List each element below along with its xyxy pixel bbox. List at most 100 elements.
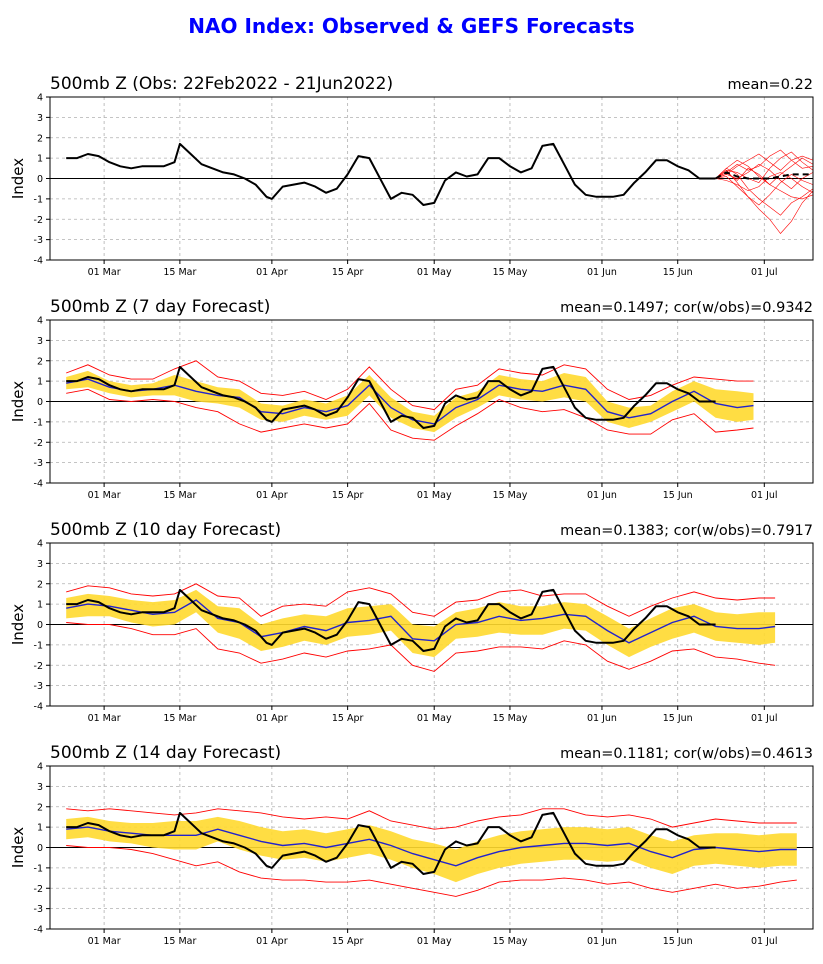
x-tick-label: 15 May [493, 936, 528, 947]
x-tick-label: 01 Apr [256, 713, 288, 724]
y-tick-label: 2 [37, 802, 43, 813]
ensemble-spread-band [66, 589, 776, 658]
x-tick-label: 01 Apr [256, 936, 288, 947]
y-tick-label: -4 [34, 479, 43, 490]
x-tick-label: 15 May [493, 490, 528, 501]
panel-14-day-forecast: 500mb Z (14 day Forecast) mean=0.1181; co… [9, 743, 814, 947]
ensemble-member-line [715, 163, 814, 190]
panel-title: 500mb Z (14 day Forecast) [50, 743, 281, 763]
y-tick-label: 1 [37, 600, 43, 611]
panel-stats: mean=0.1497; cor(w/obs)=0.9342 [560, 300, 813, 316]
y-tick-label: 4 [37, 539, 43, 550]
x-tick-label: 15 Jun [663, 490, 693, 501]
x-tick-label: 15 Apr [332, 936, 364, 947]
x-tick-label: 01 May [417, 936, 452, 947]
x-tick-label: 15 May [493, 713, 528, 724]
y-tick-label: 1 [37, 154, 43, 165]
ensemble-min-line [66, 845, 797, 897]
observed-line [66, 811, 716, 875]
observed-line [66, 588, 716, 652]
x-tick-label: 01 Apr [256, 267, 288, 278]
x-tick-label: 15 Jun [663, 267, 693, 278]
y-tick-label: 4 [37, 316, 43, 327]
figure-title: NAO Index: Observed & GEFS Forecasts [188, 14, 635, 38]
x-tick-label: 01 May [417, 267, 452, 278]
y-tick-label: 2 [37, 579, 43, 590]
y-axis-label: Index [9, 381, 27, 422]
ensemble-max-line [66, 583, 776, 617]
x-tick-label: 01 Jun [587, 490, 617, 501]
y-tick-label: -4 [34, 702, 43, 713]
x-tick-label: 15 Apr [332, 267, 364, 278]
y-tick-label: -2 [34, 661, 43, 672]
y-tick-label: 3 [37, 113, 43, 124]
plot-frame [49, 96, 814, 261]
x-tick-label: 15 May [493, 267, 528, 278]
x-tick-label: 01 May [417, 713, 452, 724]
ensemble-member-line [715, 172, 814, 194]
panel-title: 500mb Z (Obs: 22Feb2022 - 21Jun2022) [50, 74, 393, 94]
x-tick-label: 01 Jul [751, 267, 778, 278]
y-tick-label: -3 [34, 904, 43, 915]
x-tick-label: 01 May [417, 490, 452, 501]
x-tick-label: 01 Mar [88, 936, 121, 947]
y-tick-label: -1 [34, 640, 43, 651]
x-tick-label: 15 Mar [163, 713, 196, 724]
y-axis-label: Index [9, 604, 27, 645]
y-tick-label: 3 [37, 336, 43, 347]
y-tick-label: -1 [34, 194, 43, 205]
x-tick-label: 01 Jul [751, 490, 778, 501]
y-tick-label: 2 [37, 133, 43, 144]
x-tick-label: 15 Jun [663, 936, 693, 947]
x-tick-label: 15 Mar [163, 490, 196, 501]
ensemble-member-line [715, 151, 814, 183]
x-tick-label: 01 Jun [587, 267, 617, 278]
forecast-mean-line [66, 378, 754, 425]
y-tick-label: -4 [34, 256, 43, 267]
ensemble-member-line [715, 174, 814, 206]
y-tick-label: -1 [34, 417, 43, 428]
plot-frame [49, 319, 814, 484]
ensemble-member-line [715, 153, 814, 179]
ensemble-spread-band [66, 816, 797, 883]
x-tick-label: 01 Jun [587, 936, 617, 947]
forecast-mean-line [66, 826, 797, 867]
ensemble-min-line [66, 622, 776, 672]
panel-title: 500mb Z (7 day Forecast) [50, 297, 270, 317]
x-tick-label: 15 Mar [163, 267, 196, 278]
x-tick-label: 01 Jun [587, 713, 617, 724]
ensemble-spread-band [66, 370, 754, 433]
y-tick-label: 3 [37, 559, 43, 570]
x-tick-label: 01 Mar [88, 713, 121, 724]
x-tick-label: 15 Apr [332, 713, 364, 724]
forecast-mean-line [66, 599, 776, 644]
ensemble-member-line [715, 157, 814, 185]
observed-line [66, 142, 716, 206]
x-tick-label: 01 Jul [751, 936, 778, 947]
x-tick-label: 01 Apr [256, 490, 288, 501]
panel-10-day-forecast: 500mb Z (10 day Forecast) mean=0.1383; co… [9, 520, 814, 724]
plot-frame [49, 765, 814, 930]
x-tick-label: 15 Mar [163, 936, 196, 947]
x-tick-label: 01 Mar [88, 267, 121, 278]
y-tick-label: 4 [37, 93, 43, 104]
y-tick-label: -4 [34, 925, 43, 936]
y-tick-label: 0 [37, 174, 43, 185]
y-tick-label: 3 [37, 782, 43, 793]
panel-title: 500mb Z (10 day Forecast) [50, 520, 281, 540]
ensemble-max-line [66, 808, 797, 830]
panel-stats: mean=0.1383; cor(w/obs)=0.7917 [560, 523, 813, 539]
observed-line [66, 365, 716, 429]
plot-frame [49, 542, 814, 707]
y-tick-label: -2 [34, 884, 43, 895]
y-tick-label: 1 [37, 823, 43, 834]
y-tick-label: -3 [34, 458, 43, 469]
y-tick-label: -2 [34, 438, 43, 449]
y-tick-label: -2 [34, 215, 43, 226]
ensemble-min-line [66, 388, 754, 441]
x-tick-label: 15 Apr [332, 490, 364, 501]
x-tick-label: 01 Mar [88, 490, 121, 501]
panel-7-day-forecast: 500mb Z (7 day Forecast) mean=0.1497; cor… [9, 297, 814, 501]
x-tick-label: 01 Jul [751, 713, 778, 724]
